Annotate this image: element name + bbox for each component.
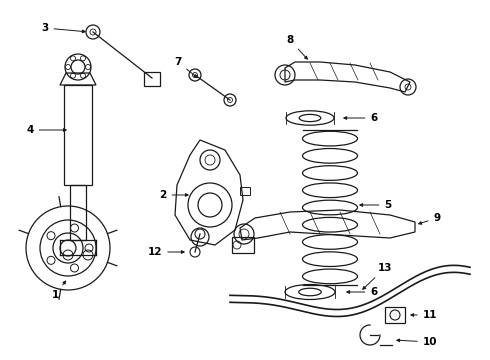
Text: 3: 3 — [41, 23, 85, 33]
Text: 2: 2 — [159, 190, 188, 200]
Bar — [64, 85, 92, 185]
Text: 7: 7 — [174, 57, 197, 77]
Bar — [70, 185, 86, 240]
Text: 6: 6 — [347, 287, 378, 297]
Text: 12: 12 — [148, 247, 184, 257]
Text: 9: 9 — [418, 213, 441, 224]
Text: 13: 13 — [363, 263, 392, 289]
Bar — [240, 187, 250, 195]
Bar — [144, 72, 160, 86]
Text: 6: 6 — [344, 113, 378, 123]
Bar — [232, 237, 254, 253]
Text: 10: 10 — [397, 337, 437, 347]
Text: 1: 1 — [51, 281, 66, 300]
Text: 4: 4 — [26, 125, 66, 135]
Text: 5: 5 — [360, 200, 392, 210]
Text: 8: 8 — [286, 35, 307, 59]
Text: 11: 11 — [411, 310, 437, 320]
Bar — [385, 307, 405, 323]
